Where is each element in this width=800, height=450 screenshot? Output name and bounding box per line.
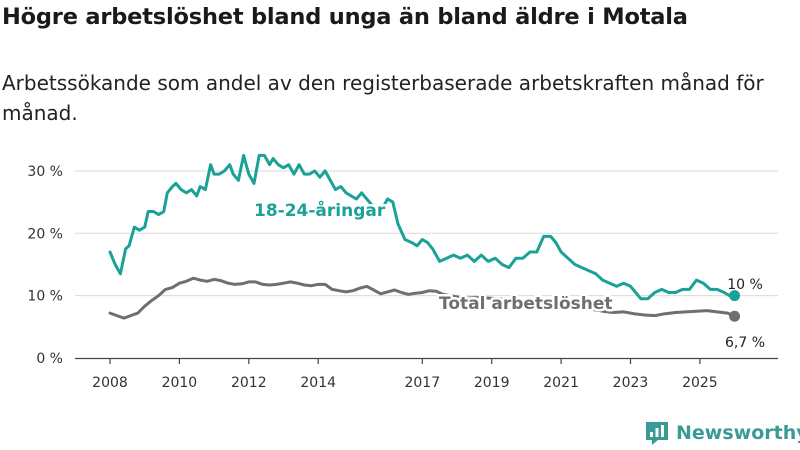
y-tick-label: 0 % <box>36 351 63 367</box>
series-line-youth <box>108 153 737 301</box>
y-tick-label: 30 % <box>27 164 63 180</box>
series-labels: 18-24-åringar Total arbetslöshet 10 % 6,… <box>252 197 766 352</box>
series-lines <box>108 153 741 322</box>
y-tick-labels: 0 % 10 % 20 % 30 % <box>27 164 63 367</box>
x-tick-label: 2014 <box>300 375 336 391</box>
series-label-total: Total arbetslöshet <box>439 294 613 314</box>
end-point-youth <box>729 290 741 302</box>
x-tick-label: 2012 <box>231 375 267 391</box>
chart-subtitle: Arbetssökande som andel av den registerb… <box>2 71 764 125</box>
newsworthy-logo: Newsworthy <box>644 420 800 446</box>
x-tick-label: 2017 <box>404 375 440 391</box>
x-tick-label: 2025 <box>682 375 718 391</box>
x-tick-label: 2021 <box>543 375 579 391</box>
x-tick-label: 2023 <box>613 375 649 391</box>
end-label-total: 6,7 % <box>725 335 765 351</box>
series-label-youth: 18-24-åringar <box>254 199 386 221</box>
y-tick-label: 20 % <box>27 226 63 242</box>
x-tick-label: 2008 <box>92 375 128 391</box>
brand-name: Newsworthy <box>676 422 800 444</box>
x-tick-labels: 2008 2010 2012 2014 2017 2019 2021 2023 2025 <box>92 375 718 391</box>
newsworthy-logo-icon <box>646 422 668 445</box>
end-label-youth: 10 % <box>727 277 763 293</box>
x-tick-label: 2010 <box>162 375 198 391</box>
chart-title: Högre arbetslöshet bland unga än bland ä… <box>2 4 688 30</box>
y-tick-label: 10 % <box>27 289 63 305</box>
gridlines <box>75 170 778 297</box>
x-axis <box>75 357 778 364</box>
x-tick-label: 2019 <box>474 375 510 391</box>
end-point-total <box>729 310 741 322</box>
series-line-total <box>108 276 737 320</box>
